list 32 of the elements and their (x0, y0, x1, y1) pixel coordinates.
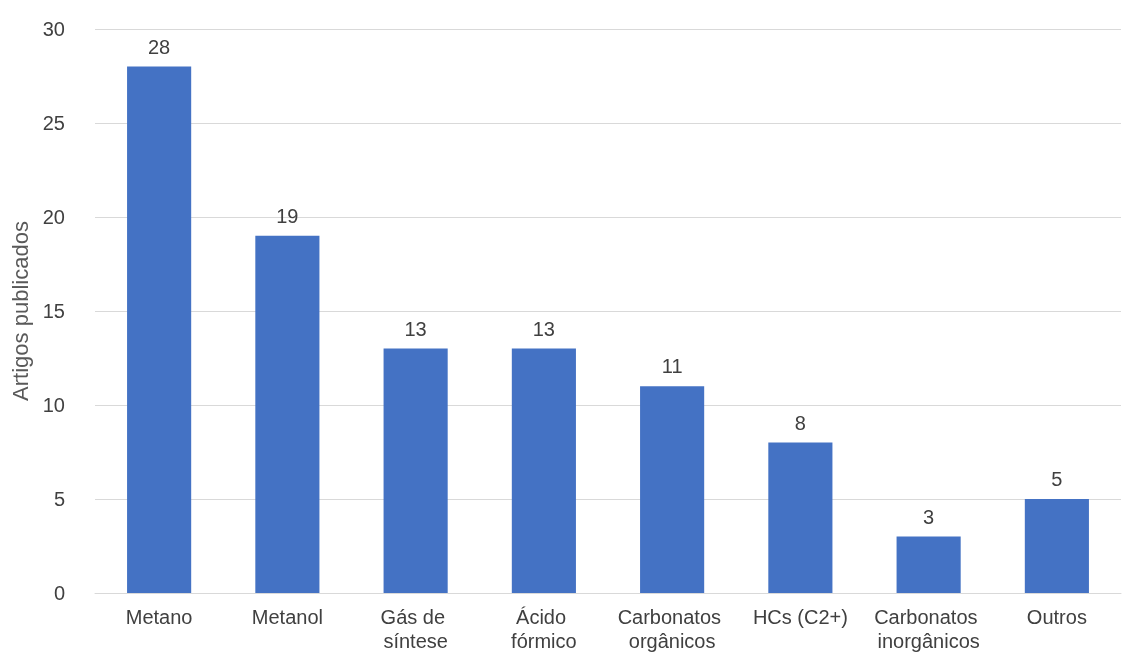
bar (127, 66, 192, 593)
x-tick-label: Carbonatos inorgânicos (874, 606, 984, 652)
data-label: 5 (1051, 468, 1063, 490)
data-label: 19 (276, 204, 299, 227)
x-tick-label: Outros (1026, 606, 1087, 628)
bar (768, 442, 833, 593)
data-label: 8 (794, 411, 806, 434)
bar (640, 386, 705, 593)
y-tick-label: 0 (53, 582, 65, 604)
y-tick-label: 15 (42, 300, 65, 322)
y-tick-label: 25 (42, 112, 65, 134)
bar (1024, 499, 1089, 593)
y-tick-label: 30 (42, 18, 65, 40)
bar (255, 235, 320, 593)
data-label: 13 (532, 317, 555, 340)
bar (511, 348, 576, 593)
bar (896, 536, 961, 593)
x-tick-label: HCs (C2+) (752, 606, 848, 628)
bar (383, 348, 448, 593)
data-label: 3 (923, 505, 935, 528)
x-tick-label: Metano (125, 606, 193, 628)
y-tick-label: 5 (53, 488, 65, 510)
x-tick-label: Carbonatos orgânicos (617, 606, 727, 652)
y-tick-label: 20 (42, 206, 65, 228)
x-tick-label: Ácido fórmico (511, 606, 577, 652)
data-label: 28 (148, 35, 171, 58)
y-axis-title: Artigos publicados (8, 221, 34, 401)
data-label: 13 (404, 317, 427, 340)
y-tick-label: 10 (42, 394, 65, 416)
x-tick-label: Metanol (251, 606, 323, 628)
x-tick-label: Gás de síntese (380, 606, 451, 652)
data-label: 11 (661, 355, 683, 378)
